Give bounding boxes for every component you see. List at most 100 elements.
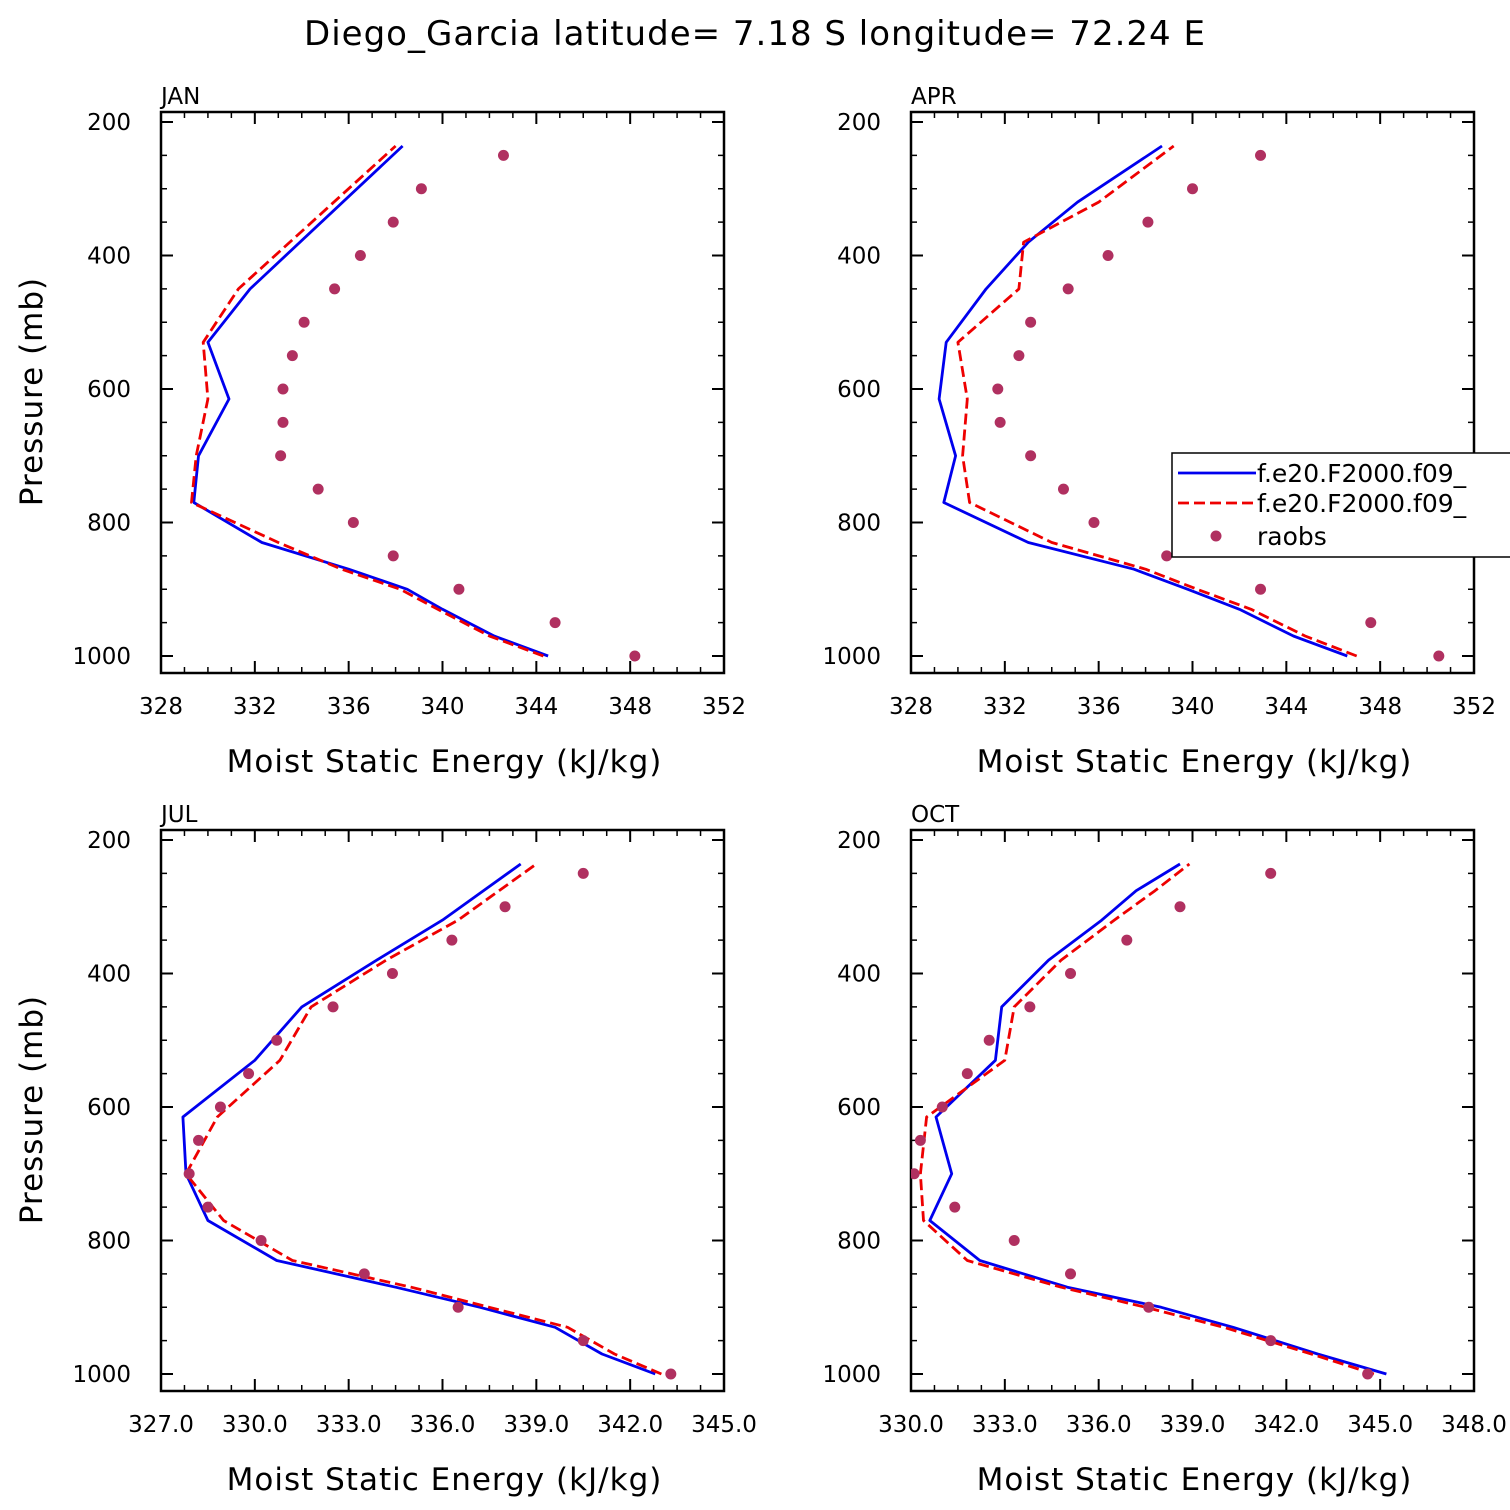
x-axis-label: Moist Static Energy (kJ/kg)	[977, 1462, 1413, 1498]
raobs-point	[1365, 617, 1377, 629]
raobs-point	[1025, 450, 1037, 462]
x-tick-label: 330.0	[222, 1412, 288, 1438]
x-tick-label: 348.0	[1441, 1412, 1507, 1438]
raobs-point	[271, 1034, 283, 1046]
y-tick-label: 1000	[822, 1362, 881, 1388]
raobs-point	[183, 1168, 195, 1180]
x-tick-label: 339.0	[503, 1412, 569, 1438]
raobs-point	[629, 650, 641, 662]
y-tick-label: 600	[837, 377, 881, 403]
series-line-solid	[928, 862, 1387, 1376]
raobs-point	[277, 416, 289, 428]
raobs-point	[358, 1268, 370, 1280]
series-group	[937, 144, 1445, 662]
x-tick-label: 340	[1171, 694, 1215, 720]
x-tick-label: 336	[327, 694, 371, 720]
x-tick-label: 330.0	[878, 1412, 944, 1438]
y-tick-label: 800	[87, 511, 131, 537]
x-tick-label: 345.0	[691, 1412, 757, 1438]
x-axis-label: Moist Static Energy (kJ/kg)	[227, 744, 663, 780]
raobs-point	[452, 1301, 464, 1313]
series-line-solid	[937, 144, 1348, 658]
series-line-dashed	[956, 144, 1358, 658]
series-line-dashed	[190, 144, 544, 658]
raobs-point	[1008, 1235, 1020, 1246]
x-tick-label: 344	[1264, 694, 1308, 720]
raobs-point	[1013, 350, 1025, 362]
plot-frame	[909, 828, 1476, 1393]
raobs-point	[961, 1068, 973, 1080]
x-tick-label: 342.0	[597, 1412, 663, 1438]
raobs-point	[1062, 283, 1074, 295]
x-tick-label: 328	[889, 694, 933, 720]
raobs-point	[453, 583, 465, 595]
x-tick-label: 328	[139, 694, 183, 720]
x-axis-label: Moist Static Energy (kJ/kg)	[977, 744, 1413, 780]
raobs-point	[577, 1335, 589, 1347]
x-tick-label: 344	[514, 694, 558, 720]
y-tick-label: 200	[837, 828, 881, 854]
raobs-point	[994, 416, 1006, 428]
panel-title: APR	[911, 84, 957, 110]
y-tick-label: 800	[837, 1229, 881, 1255]
raobs-point	[1065, 1268, 1077, 1280]
x-tick-label: 333.0	[316, 1412, 382, 1438]
raobs-point	[983, 1034, 995, 1046]
legend-box	[1171, 452, 1510, 558]
raobs-point	[992, 383, 1004, 395]
y-tick-label: 400	[87, 962, 131, 988]
y-tick-label: 1000	[72, 644, 131, 670]
raobs-point	[1161, 550, 1173, 562]
x-tick-label: 333.0	[972, 1412, 1038, 1438]
raobs-point	[1433, 650, 1445, 662]
raobs-point	[577, 867, 589, 879]
legend-label: raobs	[1257, 522, 1327, 551]
panel-title: OCT	[911, 802, 960, 828]
raobs-point	[386, 968, 398, 979]
y-axis-label: Pressure (mb)	[14, 995, 50, 1224]
figure-title: Diego_Garcia latitude= 7.18 S longitude=…	[304, 14, 1206, 54]
raobs-point	[214, 1101, 226, 1113]
raobs-point	[1174, 901, 1186, 913]
raobs-point	[202, 1201, 214, 1213]
legend-label: f.e20.F2000.f09_	[1257, 459, 1467, 488]
x-tick-label: 352	[1452, 694, 1496, 720]
x-tick-label: 352	[702, 694, 746, 720]
raobs-point	[387, 550, 399, 562]
raobs-point	[327, 1001, 339, 1013]
raobs-point	[1088, 517, 1100, 528]
x-tick-label: 339.0	[1160, 1412, 1226, 1438]
raobs-point	[243, 1068, 255, 1080]
y-tick-label: 600	[87, 1095, 131, 1121]
raobs-point	[1102, 250, 1114, 261]
raobs-point	[911, 1168, 920, 1180]
raobs-point	[446, 934, 458, 946]
x-tick-label: 348	[1358, 694, 1402, 720]
x-tick-label: 342.0	[1253, 1412, 1319, 1438]
series-group	[181, 862, 677, 1380]
y-tick-label: 1000	[72, 1362, 131, 1388]
raobs-point	[312, 483, 324, 495]
panel-title: JUL	[159, 802, 198, 828]
x-tick-label: 332	[983, 694, 1027, 720]
plot-frame	[159, 110, 726, 675]
raobs-point	[1057, 483, 1069, 495]
raobs-point	[1143, 1301, 1155, 1313]
y-tick-label: 400	[837, 962, 881, 988]
raobs-point	[275, 450, 287, 462]
series-line-dashed	[919, 862, 1375, 1376]
raobs-point	[665, 1368, 677, 1380]
raobs-point	[1362, 1368, 1374, 1380]
raobs-point	[277, 383, 289, 395]
raobs-point	[1265, 1335, 1277, 1347]
raobs-point	[1121, 934, 1133, 946]
legend-marker-dot	[1210, 530, 1222, 542]
y-tick-label: 600	[837, 1095, 881, 1121]
raobs-point	[193, 1134, 205, 1146]
panel-oct: OCT 330.0 333.0 336.0 339.0 342.0 345.0 348.0 20…	[822, 802, 1506, 1498]
raobs-point	[497, 149, 509, 161]
raobs-point	[255, 1235, 267, 1246]
x-tick-label: 336.0	[410, 1412, 476, 1438]
panel-apr: APR 328 332 336 340 344 348 352 200 400 600 800 1000…	[822, 84, 1496, 780]
